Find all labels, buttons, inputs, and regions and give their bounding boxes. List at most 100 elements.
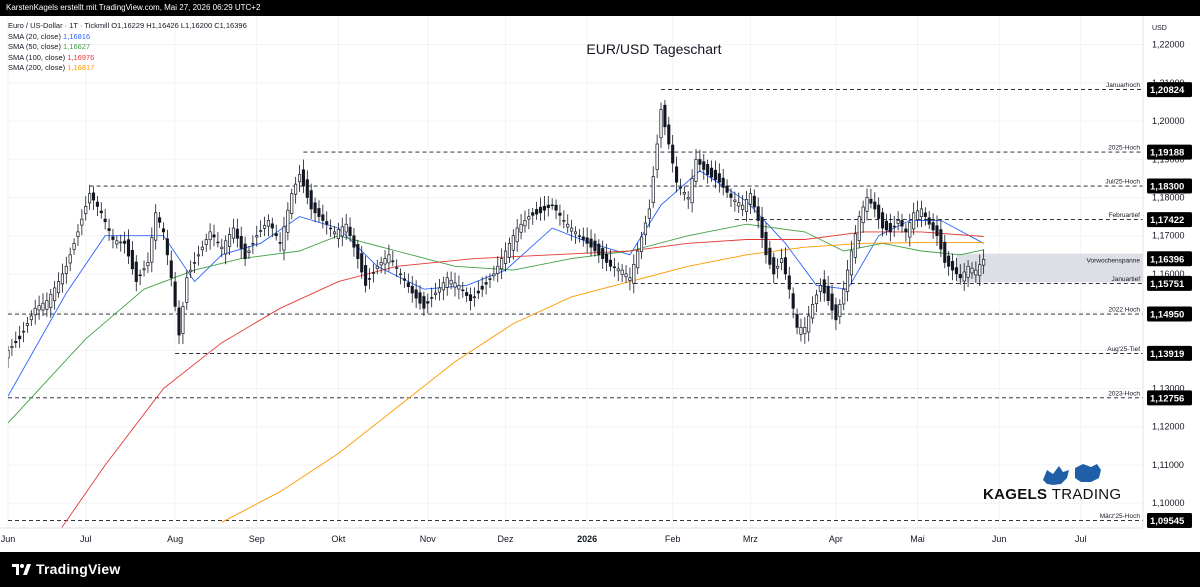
y-tick-label: 1,11000 — [1152, 460, 1184, 470]
candle — [220, 238, 224, 258]
candle-body — [21, 330, 26, 333]
chart-title: EUR/USD Tageschart — [586, 41, 721, 57]
candle-body — [647, 208, 651, 219]
candle — [915, 200, 920, 228]
candle — [193, 252, 197, 274]
y-tick-label: 1,12000 — [1152, 422, 1185, 432]
candle-body — [640, 236, 644, 252]
candle — [119, 234, 123, 252]
candle-body — [636, 250, 640, 269]
candle-body — [830, 293, 834, 311]
legend-sma20[interactable]: SMA (20, close) 1,16816 — [8, 32, 247, 43]
candle-body — [954, 267, 958, 275]
footer-bar: TradingView — [0, 552, 1200, 587]
x-tick-label: Apr — [829, 534, 843, 544]
level-price-box — [1147, 390, 1192, 406]
candle-body — [422, 296, 426, 309]
candle — [189, 260, 193, 278]
candle-body — [321, 214, 325, 221]
candle-body — [247, 250, 251, 253]
candle — [158, 211, 162, 228]
candle-body — [503, 250, 508, 264]
x-tick-label: Feb — [665, 534, 681, 544]
candle — [344, 213, 348, 240]
candle-body — [853, 233, 857, 258]
level-price-value: 1,13919 — [1150, 349, 1184, 360]
level-price-tag: 1,12756 — [1147, 390, 1192, 406]
candle — [694, 149, 698, 188]
candle-body — [783, 257, 787, 275]
candle-body — [939, 229, 943, 250]
candle-body — [912, 212, 916, 230]
candle — [395, 259, 399, 278]
candle — [787, 266, 791, 299]
candle-body — [768, 247, 772, 265]
candle — [360, 245, 364, 279]
candle-body — [14, 341, 18, 344]
candle — [601, 240, 605, 269]
candle — [297, 165, 302, 192]
candle — [18, 325, 22, 349]
candle — [830, 284, 834, 320]
candle — [838, 299, 842, 325]
level-price-tag: 1,18300 — [1147, 178, 1192, 194]
candle — [165, 229, 169, 266]
y-axis-currency: USD — [1152, 25, 1167, 32]
candle — [643, 215, 648, 245]
candle — [286, 202, 290, 241]
candle — [636, 242, 640, 275]
legend-label: SMA (100, close) — [8, 52, 66, 62]
legend-sma200[interactable]: SMA (200, close) 1,16817 — [8, 63, 247, 74]
support-resistance-levels: Januarhoch 2025-Hoch Jul/25-Hoch Februartie… — [8, 82, 1143, 521]
candle — [978, 254, 982, 287]
candle — [709, 160, 714, 182]
candle-body — [523, 220, 527, 227]
candle — [558, 204, 562, 226]
level-price-value: 1,20824 — [1150, 85, 1185, 96]
tradingview-logo-text[interactable]: TradingView — [36, 561, 121, 577]
candle-body — [608, 259, 613, 267]
candle — [795, 308, 799, 335]
candle-body — [243, 243, 247, 259]
candle — [772, 252, 776, 283]
candle-body — [228, 234, 232, 247]
candle — [387, 244, 391, 272]
candle-body — [834, 304, 838, 321]
candle — [352, 228, 356, 257]
candle — [391, 250, 395, 267]
candle-body — [822, 279, 826, 294]
candle — [912, 202, 916, 235]
legend-sma50[interactable]: SMA (50, close) 1,16627 — [8, 42, 247, 53]
candle-body — [978, 264, 982, 277]
candle — [457, 275, 461, 300]
candle-body — [41, 302, 45, 311]
candle — [760, 207, 764, 248]
candle-body — [434, 292, 438, 295]
level-price-box — [1147, 212, 1192, 228]
candle-body — [45, 300, 49, 310]
candle — [441, 276, 445, 301]
candle-body — [33, 307, 37, 316]
level-label: 2023-Hoch — [1108, 390, 1140, 397]
candle-body — [391, 260, 395, 263]
candle-body — [500, 258, 504, 270]
legend-sma100[interactable]: SMA (100, close) 1,16976 — [8, 53, 247, 64]
candle — [846, 260, 850, 302]
candle-body — [896, 220, 900, 224]
candle-body — [488, 278, 492, 280]
candle — [29, 310, 33, 327]
candle — [593, 233, 597, 257]
candle-body — [982, 259, 986, 266]
current-price-value: 1,16396 — [1150, 254, 1184, 265]
candle-body — [53, 287, 57, 302]
candle-body — [756, 206, 760, 221]
candle — [181, 301, 185, 344]
candle-body — [694, 158, 698, 182]
candle-body — [158, 217, 162, 223]
y-tick-label: 1,13000 — [1152, 384, 1185, 394]
candle-body — [764, 231, 768, 256]
price-chart[interactable]: Januarhoch 2025-Hoch Jul/25-Hoch Februartie… — [0, 16, 1200, 552]
y-tick-label: 1,10000 — [1152, 498, 1185, 508]
candle-body — [776, 265, 780, 269]
candle — [449, 271, 453, 290]
